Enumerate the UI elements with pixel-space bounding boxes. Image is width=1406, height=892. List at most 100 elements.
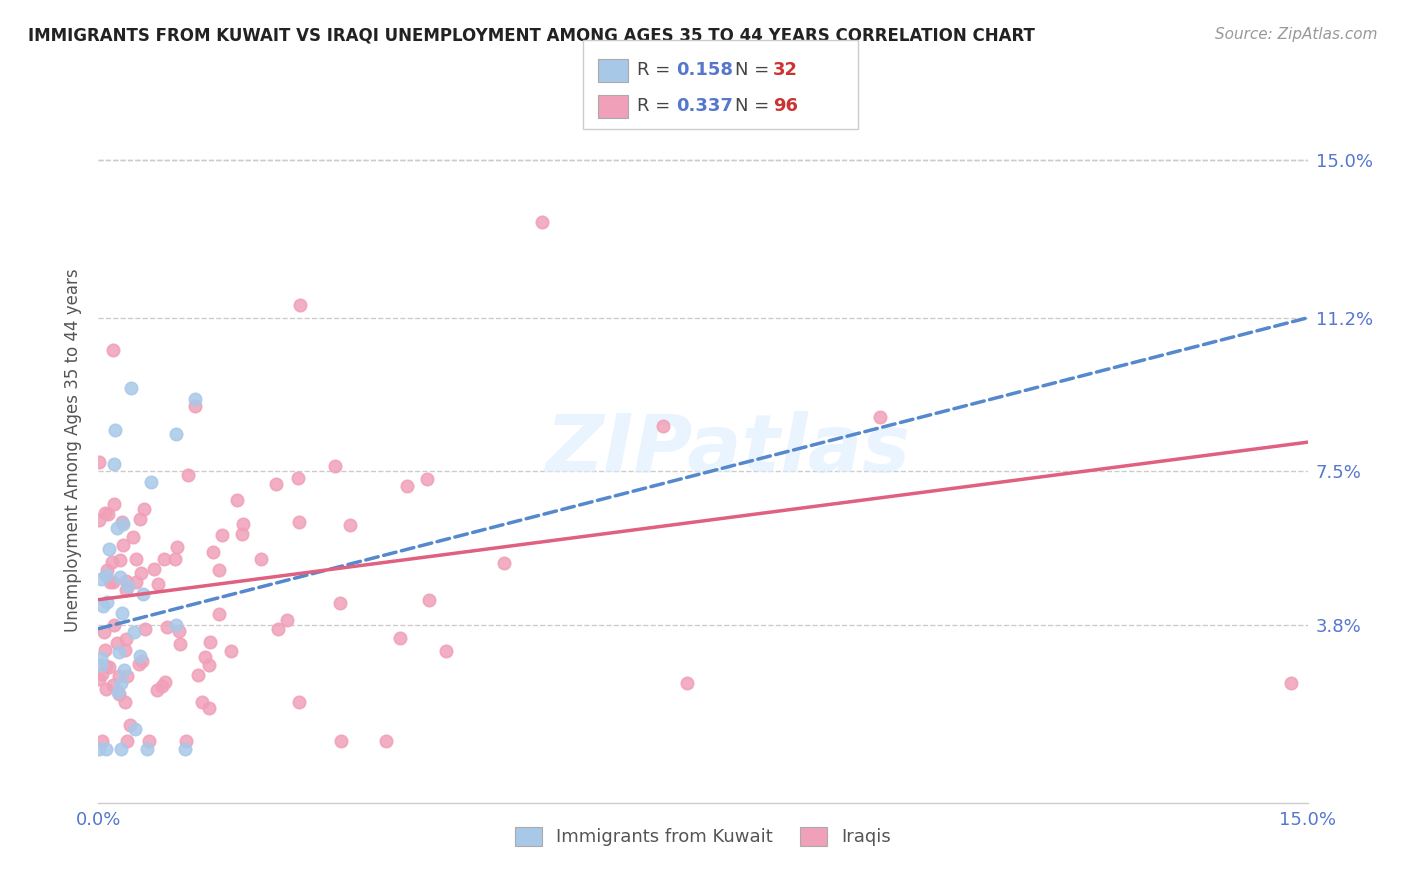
- Point: [108, 552, 131, 566]
- Point: [869, 410, 891, 425]
- Point: [108, 687, 131, 701]
- Point: [111, 607, 134, 621]
- Point: [530, 215, 553, 229]
- Point: [103, 343, 125, 358]
- Point: [165, 618, 187, 632]
- Point: [103, 457, 125, 471]
- Point: [103, 618, 125, 632]
- Point: [249, 552, 271, 566]
- Point: [117, 579, 139, 593]
- Point: [118, 718, 141, 732]
- Point: [288, 695, 311, 709]
- Point: [1281, 675, 1303, 690]
- Point: [112, 663, 135, 677]
- Point: [96, 563, 118, 577]
- Point: [208, 563, 231, 577]
- Point: [94, 506, 117, 520]
- Point: [231, 527, 253, 541]
- Point: [97, 507, 120, 521]
- Point: [96, 595, 118, 609]
- Point: [131, 654, 153, 668]
- Point: [211, 528, 233, 542]
- Point: [323, 458, 346, 473]
- Point: [388, 631, 411, 645]
- Point: [128, 648, 150, 663]
- Text: 32: 32: [773, 62, 799, 79]
- Point: [232, 517, 254, 532]
- Point: [101, 574, 124, 589]
- Legend: Immigrants from Kuwait, Iraqis: Immigrants from Kuwait, Iraqis: [508, 820, 898, 854]
- Point: [150, 679, 173, 693]
- Point: [90, 667, 112, 681]
- Point: [264, 477, 287, 491]
- Point: [94, 659, 117, 673]
- Point: [165, 427, 187, 442]
- Point: [166, 540, 188, 554]
- Point: [91, 599, 114, 613]
- Point: [122, 624, 145, 639]
- Point: [96, 568, 118, 582]
- Point: [169, 637, 191, 651]
- Point: [103, 423, 125, 437]
- Point: [112, 537, 135, 551]
- Point: [110, 676, 132, 690]
- Point: [98, 575, 121, 590]
- Point: [187, 668, 209, 682]
- Point: [375, 733, 398, 747]
- Point: [124, 551, 146, 566]
- Point: [494, 556, 516, 570]
- Point: [143, 562, 166, 576]
- Point: [339, 518, 361, 533]
- Point: [200, 634, 222, 648]
- Point: [121, 530, 143, 544]
- Point: [276, 613, 298, 627]
- Point: [156, 620, 179, 634]
- Text: N =: N =: [735, 62, 775, 79]
- Point: [173, 742, 195, 756]
- Text: 96: 96: [773, 97, 799, 115]
- Point: [90, 658, 112, 673]
- Point: [208, 607, 231, 622]
- Point: [287, 515, 309, 529]
- Point: [108, 570, 131, 584]
- Point: [197, 701, 219, 715]
- Point: [114, 583, 136, 598]
- Point: [125, 574, 148, 589]
- Point: [115, 733, 138, 747]
- Text: Source: ZipAtlas.com: Source: ZipAtlas.com: [1215, 27, 1378, 42]
- Text: ZIPatlas: ZIPatlas: [544, 411, 910, 490]
- Point: [128, 657, 150, 672]
- Point: [134, 622, 156, 636]
- Point: [167, 624, 190, 638]
- Point: [330, 733, 353, 747]
- Point: [139, 475, 162, 489]
- Point: [107, 685, 129, 699]
- Point: [90, 651, 112, 665]
- Point: [120, 381, 142, 395]
- Point: [136, 742, 159, 756]
- Point: [146, 683, 169, 698]
- Point: [114, 642, 136, 657]
- Point: [219, 643, 242, 657]
- Point: [225, 492, 247, 507]
- Point: [90, 733, 112, 747]
- Point: [146, 576, 169, 591]
- Point: [183, 399, 205, 413]
- Y-axis label: Unemployment Among Ages 35 to 44 years: Unemployment Among Ages 35 to 44 years: [63, 268, 82, 632]
- Point: [329, 596, 352, 610]
- Point: [105, 521, 128, 535]
- Point: [101, 678, 124, 692]
- Point: [89, 455, 111, 469]
- Point: [93, 624, 115, 639]
- Point: [124, 722, 146, 736]
- Point: [287, 471, 309, 485]
- Point: [131, 566, 153, 580]
- Point: [288, 298, 311, 312]
- Point: [132, 502, 155, 516]
- Point: [89, 742, 111, 756]
- Point: [103, 497, 125, 511]
- Point: [110, 742, 132, 756]
- Point: [94, 681, 117, 696]
- Point: [111, 515, 134, 529]
- Point: [107, 645, 129, 659]
